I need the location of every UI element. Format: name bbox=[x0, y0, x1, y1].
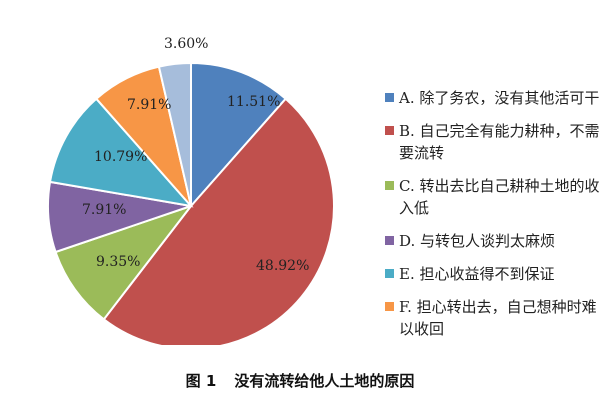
slice-label-g: 3.60% bbox=[164, 36, 208, 52]
legend-swatch-f bbox=[385, 302, 394, 311]
legend-item-b: B. 自己完全有能力耕种，不需要流转 bbox=[385, 120, 600, 164]
legend-label-a: A. 除了务农，没有其他活可干 bbox=[399, 89, 600, 107]
legend-item-e: E. 担心收益得不到保证 bbox=[385, 263, 600, 285]
pie-slice-e bbox=[48, 97, 194, 208]
pie-slice-c bbox=[54, 203, 194, 321]
legend-item-d: D. 与转包人谈判太麻烦 bbox=[385, 230, 600, 252]
legend-swatch-c bbox=[385, 181, 394, 190]
legend-item-f: F. 担心转出去，自己想种时难以收回 bbox=[385, 296, 600, 340]
pie-chart: 11.51% 48.92% 9.35% 7.91% 10.79% 7.91% 3.60% bbox=[47, 36, 335, 345]
figure-caption: 图 1 没有流转给他人土地的原因 bbox=[0, 370, 600, 391]
legend-label-f: F. 担心转出去，自己想种时难以收回 bbox=[399, 298, 597, 338]
legend-item-c: C. 转出去比自己耕种土地的收入低 bbox=[385, 175, 600, 219]
legend-label-d: D. 与转包人谈判太麻烦 bbox=[399, 232, 556, 250]
legend-item-a: A. 除了务农，没有其他活可干 bbox=[385, 87, 600, 109]
chart-figure: 11.51% 48.92% 9.35% 7.91% 10.79% 7.91% 3.60% A… bbox=[24, 30, 600, 345]
legend-label-c: C. 转出去比自己耕种土地的收入低 bbox=[399, 177, 600, 217]
slice-label-c: 9.35% bbox=[96, 254, 140, 270]
slice-label-b: 48.92% bbox=[256, 258, 309, 274]
slice-label-e: 10.79% bbox=[94, 149, 147, 165]
pie-slice-a bbox=[190, 61, 288, 209]
figure-caption-text: 没有流转给他人土地的原因 bbox=[234, 372, 415, 390]
pie-slice-b bbox=[102, 97, 335, 345]
slice-label-d: 7.91% bbox=[82, 202, 126, 218]
legend: A. 除了务农，没有其他活可干 B. 自己完全有能力耕种，不需要流转 C. 转出… bbox=[385, 87, 600, 351]
legend-label-e: E. 担心收益得不到保证 bbox=[399, 265, 555, 283]
legend-swatch-b bbox=[385, 126, 394, 135]
slice-label-a: 11.51% bbox=[227, 94, 280, 110]
figure-number: 图 1 bbox=[185, 372, 217, 390]
legend-swatch-e bbox=[385, 269, 394, 278]
legend-swatch-d bbox=[385, 236, 394, 245]
legend-label-b: B. 自己完全有能力耕种，不需要流转 bbox=[399, 122, 600, 162]
pie-slice-g bbox=[157, 61, 192, 207]
slice-label-f: 7.91% bbox=[127, 97, 171, 113]
legend-swatch-a bbox=[385, 93, 394, 102]
